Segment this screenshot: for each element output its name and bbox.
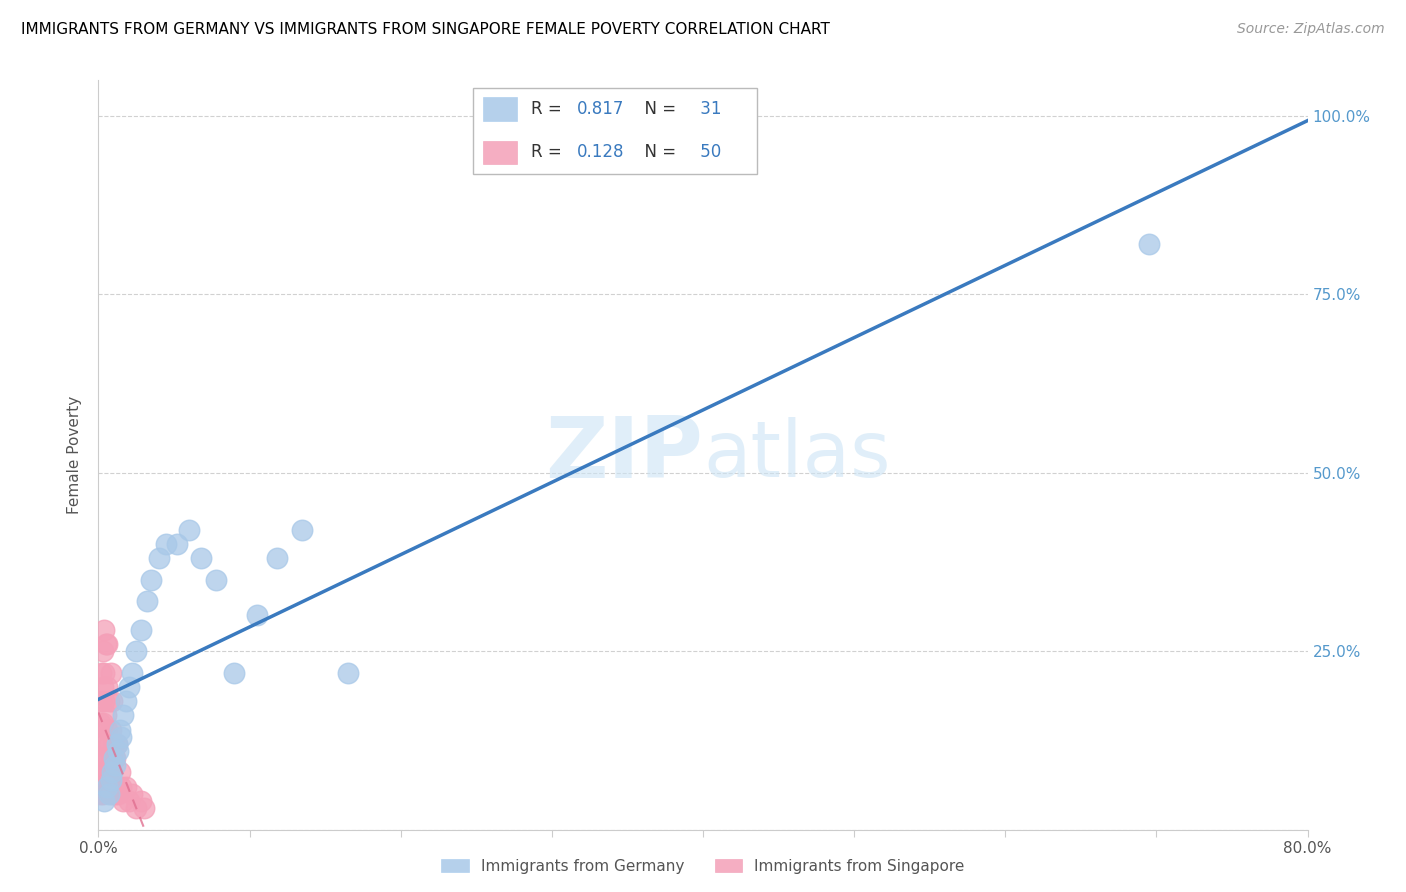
Point [96, 680, 118, 694]
Text: Source: ZipAtlas.com: Source: ZipAtlas.com [1237, 22, 1385, 37]
Point [155, 537, 177, 551]
Point [90, 737, 112, 751]
Point [94, 637, 117, 651]
Point [179, 523, 201, 537]
Text: R =: R = [531, 144, 567, 161]
Point [107, 744, 129, 758]
Text: 0.817: 0.817 [578, 100, 624, 119]
Point [129, 623, 152, 637]
Point [114, 694, 136, 708]
Point [93, 694, 115, 708]
Text: IMMIGRANTS FROM GERMANY VS IMMIGRANTS FROM SINGAPORE FEMALE POVERTY CORRELATION : IMMIGRANTS FROM GERMANY VS IMMIGRANTS FR… [21, 22, 830, 37]
Point [93, 665, 115, 680]
Point [291, 523, 314, 537]
Point [89, 751, 111, 765]
Point [166, 537, 188, 551]
Point [111, 794, 134, 808]
Point [129, 794, 152, 808]
Point [94, 780, 117, 794]
Point [107, 787, 129, 801]
Text: atlas: atlas [703, 417, 890, 493]
Text: 0.128: 0.128 [578, 144, 624, 161]
Point [100, 765, 122, 780]
Text: N =: N = [634, 100, 682, 119]
Text: N =: N = [634, 144, 682, 161]
Point [94, 751, 117, 765]
Point [103, 780, 125, 794]
Point [108, 723, 131, 737]
Bar [474, 87, 758, 174]
Point [111, 708, 134, 723]
Bar [482, 141, 517, 164]
Point [118, 794, 141, 808]
Point [93, 737, 115, 751]
Point [101, 751, 124, 765]
Text: R =: R = [531, 100, 567, 119]
Point [103, 737, 125, 751]
Point [93, 623, 115, 637]
Point [89, 787, 111, 801]
Point [90, 665, 112, 680]
Point [98, 780, 121, 794]
Point [98, 787, 121, 801]
Point [121, 787, 143, 801]
Point [105, 737, 128, 751]
Point [90, 694, 112, 708]
Point [100, 665, 122, 680]
Point [105, 780, 128, 794]
Point [114, 780, 136, 794]
Point [96, 780, 118, 794]
Point [98, 737, 121, 751]
Point [132, 801, 155, 815]
Point [141, 573, 163, 587]
Point [266, 551, 288, 566]
Point [96, 723, 118, 737]
Point [90, 765, 112, 780]
Point [224, 665, 246, 680]
Text: ZIP: ZIP [546, 413, 703, 497]
Point [94, 708, 117, 723]
Point [91, 751, 114, 765]
Legend: Immigrants from Germany, Immigrants from Singapore: Immigrants from Germany, Immigrants from… [434, 853, 972, 880]
Point [1137, 237, 1160, 252]
Point [93, 765, 115, 780]
Point [100, 772, 122, 787]
Point [125, 644, 148, 658]
Text: 50: 50 [695, 144, 721, 161]
Point [104, 758, 127, 772]
Point [205, 573, 228, 587]
Text: 31: 31 [695, 100, 721, 119]
Point [336, 665, 359, 680]
Point [135, 594, 157, 608]
Point [89, 715, 111, 730]
Point [108, 765, 131, 780]
Point [91, 715, 114, 730]
Point [121, 665, 143, 680]
Point [190, 551, 212, 566]
Point [91, 680, 114, 694]
Point [104, 787, 127, 801]
Point [246, 608, 269, 623]
Point [96, 637, 118, 651]
Bar [482, 97, 517, 121]
Point [103, 751, 125, 765]
Point [91, 787, 114, 801]
Point [101, 694, 124, 708]
Point [110, 780, 132, 794]
Point [98, 694, 121, 708]
Y-axis label: Female Poverty: Female Poverty [67, 396, 83, 514]
Point [148, 551, 170, 566]
Point [118, 680, 141, 694]
Point [96, 765, 118, 780]
Point [91, 644, 114, 658]
Point [125, 801, 148, 815]
Point [110, 730, 132, 744]
Point [104, 751, 127, 765]
Point [101, 787, 124, 801]
Point [105, 737, 128, 751]
Point [101, 765, 124, 780]
Point [93, 794, 115, 808]
Point [100, 723, 122, 737]
